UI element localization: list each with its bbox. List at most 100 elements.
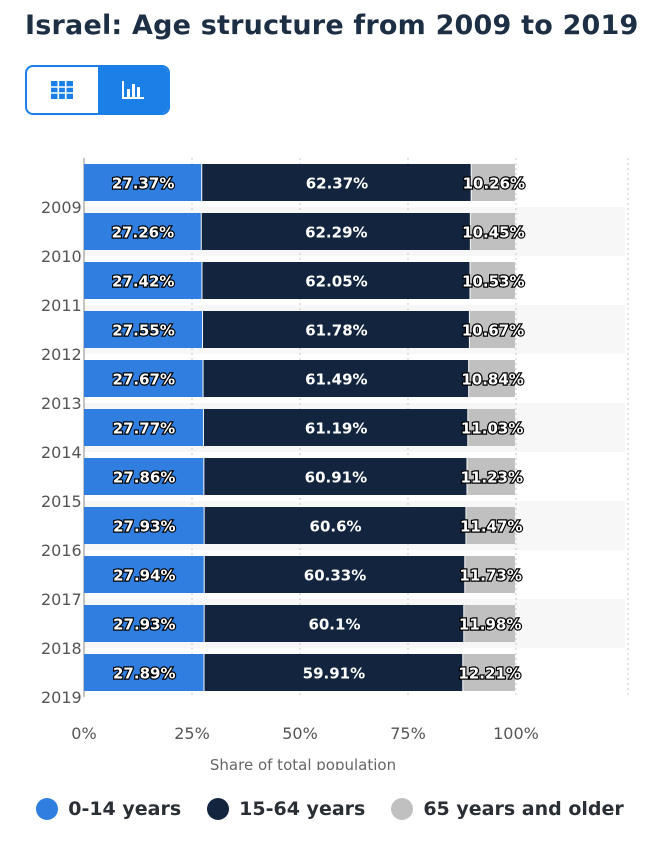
y-tick-label: 2012 [41,345,82,364]
stacked-bar-chart: 27.37% 62.37% 10.26% 2009 27.26% 62.29% 10.45%… [41,158,629,770]
data-label: 11.23% [461,469,523,487]
bar-15-64-years-2018 [204,605,464,642]
data-label: 27.67% [113,371,175,389]
bar-65-years-and-older-2019 [463,654,516,691]
data-label: 10.26% [463,175,525,193]
bar-65-years-and-older-2018 [464,605,516,642]
data-label: 10.45% [462,224,524,242]
y-tick-label: 2013 [41,394,82,413]
bar-0-14-years-2015 [84,458,204,495]
data-label: 62.29% [305,224,367,242]
data-label: 27.93% [113,518,175,536]
legend-item[interactable]: 15-64 years [207,798,365,820]
bar-65-years-and-older-2010 [470,213,515,250]
bar-0-14-years-2012 [84,311,203,348]
bar-chart-icon [121,81,144,99]
data-label: 27.26% [112,224,174,242]
bar-0-14-years-2018 [84,605,204,642]
bar-0-14-years-2013 [84,360,203,397]
legend: 0-14 years 15-64 years 65 years and older [0,798,660,820]
legend-item[interactable]: 65 years and older [391,798,624,820]
bar-65-years-and-older-2009 [471,164,515,201]
chart-title: Israel: Age structure from 2009 to 2019 [25,10,639,41]
bar-15-64-years-2019 [204,654,463,691]
bar-0-14-years-2019 [84,654,204,691]
data-label: 10.53% [462,273,524,291]
data-label: 60.1% [308,616,360,634]
data-label: 27.55% [112,322,174,340]
bar-65-years-and-older-2013 [469,360,515,397]
y-tick-label: 2017 [41,590,82,609]
data-label: 62.05% [305,273,367,291]
y-tick-label: 2011 [41,296,82,315]
data-label: 60.91% [305,469,367,487]
bar-65-years-and-older-2015 [467,458,515,495]
x-tick-label: 0% [71,724,96,743]
data-label: 60.33% [304,567,366,585]
data-label: 27.86% [113,469,175,487]
x-tick-label: 25% [174,724,210,743]
data-label: 61.19% [305,420,367,438]
legend-label: 0-14 years [68,798,182,820]
chart-view-button[interactable] [97,67,168,113]
bar-15-64-years-2011 [202,262,470,299]
data-label: 27.37% [112,175,174,193]
data-label: 61.49% [305,371,367,389]
bar-15-64-years-2009 [202,164,471,201]
bar-65-years-and-older-2016 [466,507,515,544]
x-axis-label: Share of total population [210,756,396,770]
bar-15-64-years-2015 [204,458,467,495]
view-toggle [25,65,170,115]
bar-65-years-and-older-2012 [469,311,515,348]
data-label: 11.98% [459,616,521,634]
y-tick-label: 2018 [41,639,82,658]
data-label: 10.67% [462,322,524,340]
bar-15-64-years-2014 [203,409,468,446]
bar-0-14-years-2011 [84,262,202,299]
y-tick-label: 2014 [41,443,82,462]
bar-15-64-years-2012 [203,311,469,348]
bar-15-64-years-2017 [204,556,465,593]
data-label: 11.73% [459,567,521,585]
data-label: 27.77% [113,420,175,438]
y-tick-label: 2015 [41,492,82,511]
legend-swatch [36,798,59,820]
data-label: 11.03% [461,420,523,438]
x-tick-label: 100% [493,724,539,743]
x-tick-label: 75% [390,724,426,743]
data-label: 60.6% [310,518,362,536]
data-label: 27.42% [112,273,174,291]
bar-15-64-years-2013 [203,360,469,397]
bar-0-14-years-2016 [84,507,204,544]
data-label: 12.21% [458,665,520,683]
legend-swatch [391,798,414,820]
bar-65-years-and-older-2017 [465,556,515,593]
data-label: 27.89% [113,665,175,683]
legend-swatch [207,798,230,820]
y-tick-label: 2010 [41,247,82,266]
bar-65-years-and-older-2014 [468,409,515,446]
data-label: 59.91% [303,665,365,683]
bar-65-years-and-older-2011 [470,262,515,299]
bar-0-14-years-2017 [84,556,204,593]
bar-15-64-years-2016 [204,507,466,544]
data-label: 27.94% [113,567,175,585]
x-tick-label: 50% [282,724,318,743]
bar-15-64-years-2010 [201,213,470,250]
data-label: 61.78% [305,322,367,340]
bar-0-14-years-2010 [84,213,201,250]
bar-0-14-years-2009 [84,164,202,201]
data-label: 27.93% [113,616,175,634]
y-tick-label: 2016 [41,541,82,560]
y-tick-label: 2019 [41,688,82,707]
data-label: 11.47% [460,518,522,536]
legend-label: 15-64 years [239,798,366,820]
data-label: 10.84% [461,371,523,389]
data-label: 62.37% [306,175,368,193]
bar-0-14-years-2014 [84,409,203,446]
y-tick-label: 2009 [41,198,82,217]
legend-item[interactable]: 0-14 years [36,798,181,820]
legend-label: 65 years and older [423,798,624,820]
table-view-button[interactable] [27,67,98,113]
table-icon [51,81,74,99]
